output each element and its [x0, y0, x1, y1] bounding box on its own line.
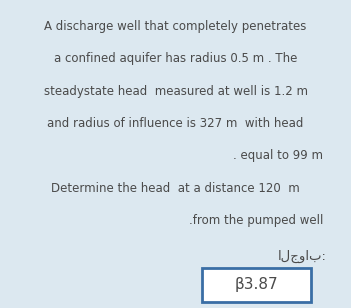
Text: and radius of influence is 327 m  with head: and radius of influence is 327 m with he… [47, 117, 304, 130]
Text: a confined aquifer has radius 0.5 m . The: a confined aquifer has radius 0.5 m . Th… [54, 52, 297, 65]
FancyBboxPatch shape [202, 268, 311, 302]
Text: β3.87: β3.87 [234, 278, 278, 292]
Text: Determine the head  at a distance 120  m: Determine the head at a distance 120 m [51, 182, 300, 195]
Text: .from the pumped well: .from the pumped well [188, 214, 323, 227]
Text: steadystate head  measured at well is 1.2 m: steadystate head measured at well is 1.2… [44, 85, 307, 98]
Text: الجواب:: الجواب: [278, 249, 326, 263]
Text: A discharge well that completely penetrates: A discharge well that completely penetra… [44, 20, 307, 33]
Text: . equal to 99 m: . equal to 99 m [233, 149, 323, 162]
